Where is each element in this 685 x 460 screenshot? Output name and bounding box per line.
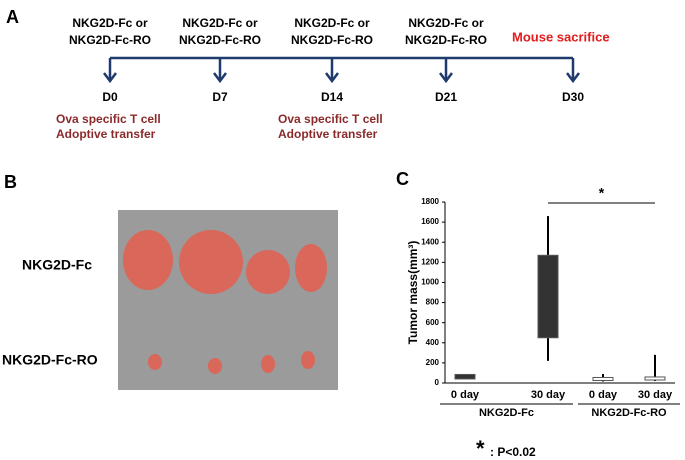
treatment-label: NKG2D-Fc or	[182, 16, 258, 30]
arrow-head	[103, 72, 117, 84]
day-label: D14	[321, 90, 343, 104]
arrow-head	[325, 72, 339, 84]
x-tick-label: 30 day	[531, 389, 566, 401]
day-label: D0	[102, 90, 118, 104]
event-note: Ova specific T cell	[56, 112, 161, 126]
panel-label: C	[396, 169, 409, 189]
treatment-label: NKG2D-Fc-RO	[405, 33, 487, 47]
y-axis-label: Tumor mass(mm³)	[406, 241, 420, 345]
x-tick-label: 30 day	[638, 389, 673, 401]
box	[537, 254, 559, 339]
arrow-head	[439, 72, 453, 84]
event-note: Ova specific T cell	[278, 112, 383, 126]
group-label: NKG2D-Fc	[479, 407, 534, 419]
y-tick-label: 800	[426, 298, 440, 307]
footnote-symbol: *	[476, 436, 485, 460]
tumor	[295, 244, 327, 292]
y-tick-label: 0	[435, 378, 440, 387]
day-label: D21	[435, 90, 457, 104]
event-note: Adoptive transfer	[278, 127, 378, 141]
day-label: D30	[562, 90, 584, 104]
event-note: Adoptive transfer	[56, 127, 156, 141]
day-label: D7	[212, 90, 228, 104]
footnote-text: : P<0.02	[490, 445, 536, 459]
tumor	[261, 355, 275, 373]
y-tick-label: 1400	[421, 237, 439, 246]
box	[592, 376, 614, 381]
arrow-head	[566, 72, 580, 84]
y-tick-label: 1200	[421, 257, 439, 266]
box	[454, 373, 476, 380]
treatment-label: NKG2D-Fc-RO	[291, 33, 373, 47]
x-tick-label: 0 day	[589, 389, 618, 401]
tumors	[123, 230, 327, 374]
y-tick-label: 1600	[421, 217, 439, 226]
y-tick-label: 1000	[421, 278, 439, 287]
row-label: NKG2D-Fc	[22, 257, 92, 273]
row-label: NKG2D-Fc-RO	[2, 352, 98, 368]
final-label: Mouse sacrifice	[512, 29, 610, 44]
tumor	[179, 230, 243, 294]
y-tick-label: 1800	[421, 197, 439, 206]
tumor	[246, 250, 290, 294]
treatment-label: NKG2D-Fc or	[72, 16, 148, 30]
treatment-label: NKG2D-Fc-RO	[179, 33, 261, 47]
y-tick-label: 400	[426, 338, 440, 347]
y-tick-label: 600	[426, 318, 440, 327]
x-tick-label: 0 day	[451, 389, 480, 401]
tumor	[148, 354, 162, 370]
box	[644, 376, 666, 381]
treatment-label: NKG2D-Fc or	[408, 16, 484, 30]
treatment-label: NKG2D-Fc or	[294, 16, 370, 30]
treatment-label: NKG2D-Fc-RO	[69, 33, 151, 47]
tumor	[208, 358, 222, 374]
y-tick-label: 200	[426, 358, 440, 367]
significance-mark: *	[599, 185, 605, 201]
arrow-head	[213, 72, 227, 84]
tumor	[301, 351, 315, 369]
group-label: NKG2D-Fc-RO	[591, 407, 667, 419]
panel-label: B	[4, 172, 17, 192]
tumor	[123, 230, 173, 290]
panel-label: A	[6, 7, 19, 27]
